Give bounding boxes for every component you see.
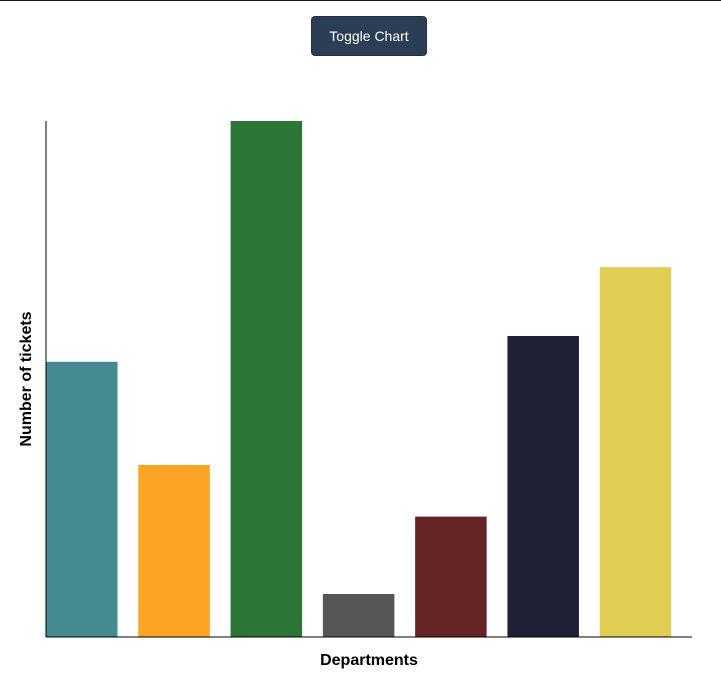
y-axis-title: Number of tickets (18, 311, 35, 446)
toggle-chart-button[interactable]: Toggle Chart (311, 16, 427, 56)
x-axis-title: Departments (320, 652, 418, 669)
bar-1 (46, 361, 118, 637)
bars-group (46, 121, 672, 637)
bar-2 (138, 465, 210, 637)
bar-6 (507, 336, 579, 637)
bar-3 (230, 121, 303, 637)
bar-7 (599, 267, 672, 637)
top-divider (0, 0, 721, 1)
bar-5 (415, 516, 487, 637)
bar-4 (322, 594, 395, 637)
